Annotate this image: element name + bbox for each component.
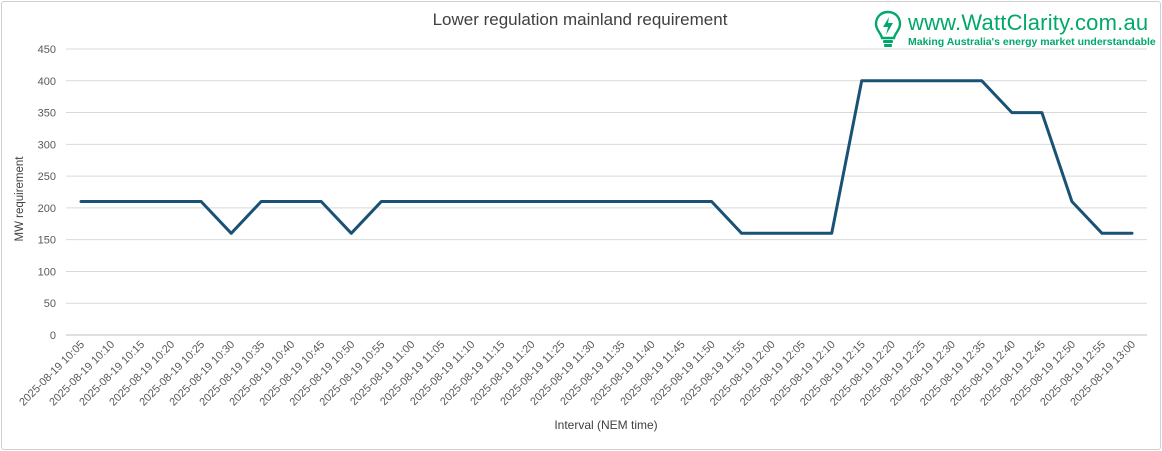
brand-logo: www.WattClarity.com.au Making Australia'… xyxy=(874,10,1156,54)
data-point xyxy=(740,232,743,235)
data-point xyxy=(170,200,173,203)
y-tick-label: 350 xyxy=(38,108,56,120)
data-point xyxy=(710,200,713,203)
data-point xyxy=(80,200,83,203)
data-point xyxy=(650,200,653,203)
y-tick-label: 100 xyxy=(38,266,56,278)
data-point xyxy=(1130,232,1133,235)
data-point xyxy=(800,232,803,235)
data-point xyxy=(350,232,353,235)
data-point xyxy=(860,79,863,82)
y-tick-label: 50 xyxy=(44,298,56,310)
data-point xyxy=(950,79,953,82)
y-tick-label: 200 xyxy=(38,203,56,215)
data-point xyxy=(1010,111,1013,114)
x-axis-label: Interval (NEM time) xyxy=(554,418,658,432)
data-point xyxy=(770,232,773,235)
data-point xyxy=(320,200,323,203)
series-line xyxy=(79,79,1134,235)
data-point xyxy=(980,79,983,82)
data-point xyxy=(200,200,203,203)
data-point xyxy=(500,200,503,203)
y-tick-label: 150 xyxy=(38,235,56,247)
data-point xyxy=(440,200,443,203)
y-tick-label: 300 xyxy=(38,139,56,151)
chart-title: Lower regulation mainland requirement xyxy=(432,10,728,29)
data-point xyxy=(620,200,623,203)
data-point xyxy=(290,200,293,203)
data-point xyxy=(470,200,473,203)
data-point xyxy=(680,200,683,203)
data-point xyxy=(110,200,113,203)
data-point xyxy=(1070,200,1073,203)
brand-url[interactable]: www.WattClarity.com.au xyxy=(908,10,1149,35)
data-point xyxy=(1100,232,1103,235)
data-point xyxy=(380,200,383,203)
data-point xyxy=(260,200,263,203)
lightbulb-bolt-icon xyxy=(874,10,902,47)
y-tick-label: 0 xyxy=(50,330,56,342)
y-tick-label: 400 xyxy=(38,76,56,88)
data-point xyxy=(890,79,893,82)
y-tick-label: 250 xyxy=(38,171,56,183)
y-tick-label: 450 xyxy=(38,44,56,56)
data-point xyxy=(1040,111,1043,114)
data-point xyxy=(560,200,563,203)
data-point xyxy=(590,200,593,203)
data-point xyxy=(140,200,143,203)
data-point xyxy=(920,79,923,82)
data-point xyxy=(410,200,413,203)
data-point xyxy=(830,232,833,235)
brand-tagline: Making Australia's energy market underst… xyxy=(908,36,1156,48)
data-point xyxy=(230,232,233,235)
data-point xyxy=(530,200,533,203)
